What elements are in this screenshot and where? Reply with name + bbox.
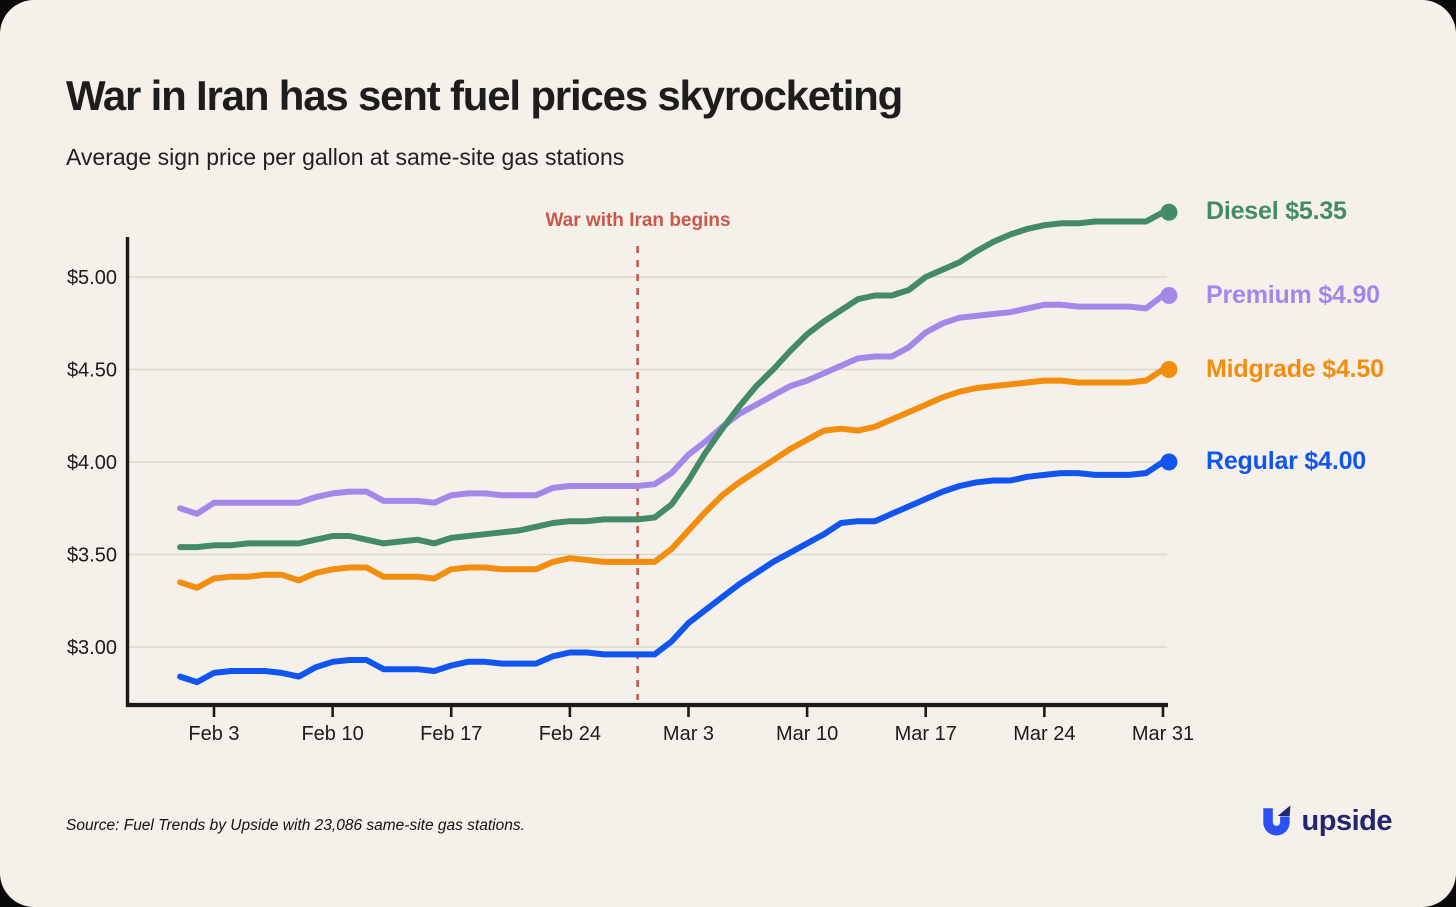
upside-brand-logo: upside	[1258, 803, 1393, 839]
y-axis-tick-label: $5.00	[67, 267, 117, 289]
chart-title: War in Iran has sent fuel prices skyrock…	[66, 72, 903, 119]
x-axis-tick-label: Mar 3	[663, 723, 714, 745]
series-line-midgrade	[177, 366, 1166, 591]
x-axis-tick-label: Feb 3	[188, 723, 239, 745]
x-axis-tick-label: Mar 31	[1132, 723, 1194, 745]
y-axis-tick-label: $4.50	[67, 360, 117, 382]
series-endpoint-dot-premium	[1160, 287, 1178, 304]
upside-u-icon	[1262, 805, 1290, 836]
x-axis-tick-label: Mar 17	[895, 723, 957, 745]
y-axis-tick-label: $3.00	[67, 637, 117, 659]
series-line-regular	[177, 459, 1166, 686]
legend-item-midgrade: Midgrade $4.50	[1206, 354, 1384, 383]
legend-item-premium: Premium $4.90	[1206, 280, 1380, 309]
x-axis-tick-label: Feb 10	[301, 723, 363, 745]
y-axis-tick-label: $4.00	[67, 452, 117, 474]
series-endpoint-dot-diesel	[1160, 203, 1178, 221]
series-endpoint-dot-midgrade	[1160, 361, 1178, 378]
series-line-premium	[177, 292, 1166, 517]
series-line-diesel	[177, 209, 1166, 551]
x-axis-tick-label: Mar 24	[1013, 723, 1075, 745]
x-axis-tick-label: Feb 17	[420, 723, 482, 745]
chart-subtitle: Average sign price per gallon at same-si…	[66, 144, 625, 170]
source-note: Source: Fuel Trends by Upside with 23,08…	[66, 817, 525, 834]
x-axis-tick-label: Mar 10	[776, 723, 838, 745]
war-annotation-label: War with Iran begins	[545, 210, 731, 231]
series-endpoint-dot-regular	[1160, 453, 1178, 471]
upside-wordmark: upside	[1301, 804, 1393, 837]
y-axis-tick-label: $3.50	[67, 545, 117, 567]
legend-item-regular: Regular $4.00	[1206, 447, 1366, 475]
legend-item-diesel: Diesel $5.35	[1206, 197, 1347, 226]
x-axis-tick-label: Feb 24	[539, 723, 601, 745]
